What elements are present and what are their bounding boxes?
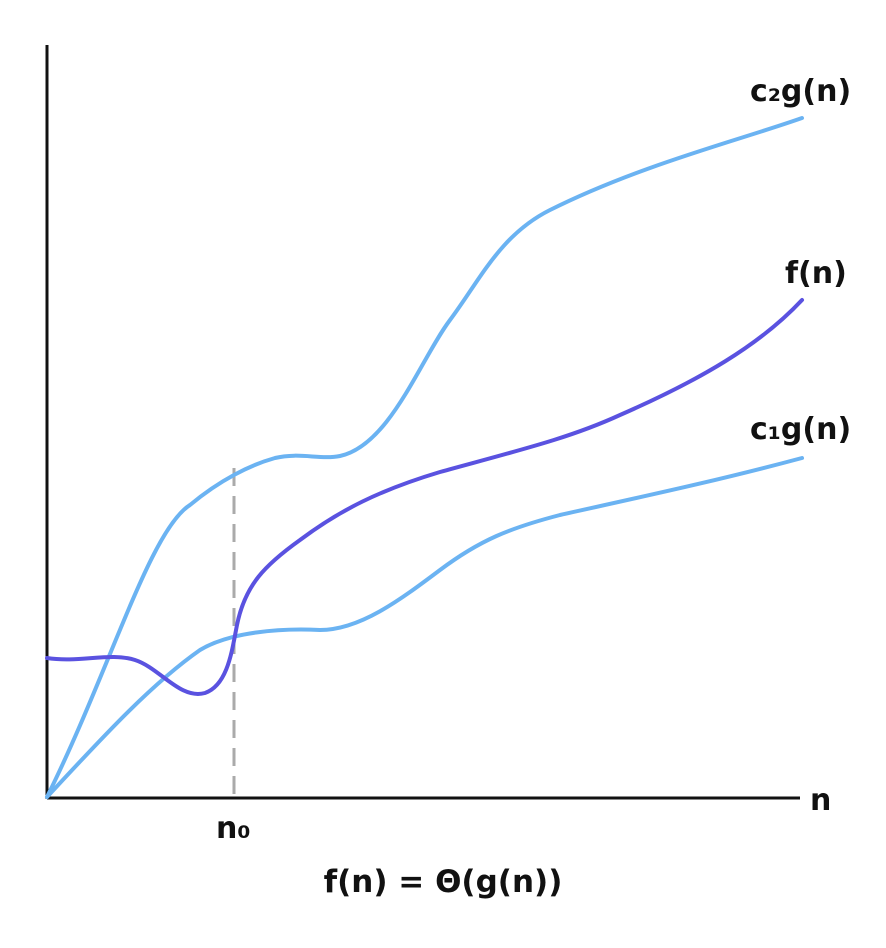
upper-bound-label: c₂g(n) <box>750 74 851 109</box>
function-label: f(n) <box>785 256 847 291</box>
lower-bound-curve <box>45 456 804 799</box>
upper-bound-curve <box>45 116 804 799</box>
lower-bound-label: c₁g(n) <box>750 412 851 447</box>
n0-marker-label: n₀ <box>216 811 251 846</box>
x-axis-label: n <box>810 783 831 818</box>
function-curve <box>45 298 804 696</box>
theta-caption: f(n) = Θ(g(n)) <box>324 864 563 900</box>
